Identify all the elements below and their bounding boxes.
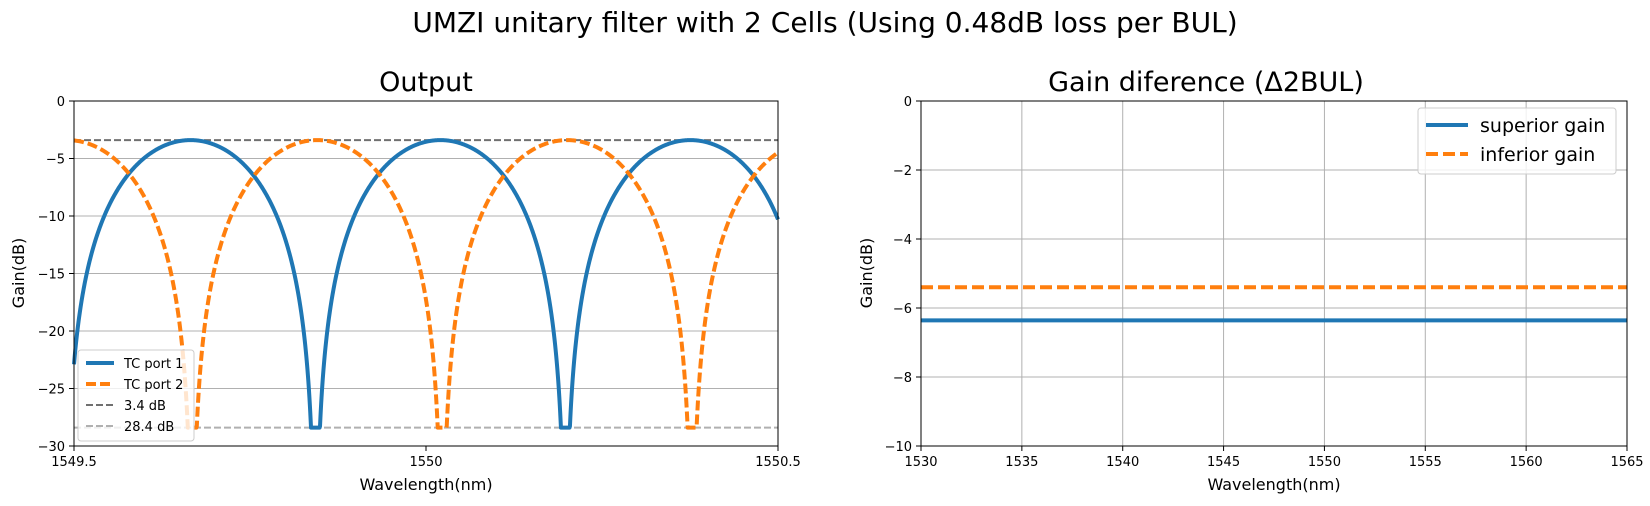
x-tick-label: 1560: [1510, 455, 1543, 470]
gain-difference-axes-title: Gain diference (Δ2BUL): [1048, 67, 1364, 98]
gain-difference-axes: Gain diference (Δ2BUL) 1530 1535 1540 1545 1…: [857, 67, 1644, 494]
gain-difference-x-axis-label: Wavelength(nm): [1207, 475, 1340, 494]
output-legend-frame: [77, 349, 195, 442]
legend-label-superior-gain: superior gain: [1480, 115, 1605, 137]
y-tick-label: −5: [46, 153, 65, 168]
gain-difference-y-axis-label: Gain(dB): [857, 238, 876, 308]
output-axes: Output 1549.5 1550 1550.5 −30−25−20−15−10−…: [9, 67, 801, 494]
y-tick-label: −4: [893, 233, 912, 248]
legend-label-28-4-db: 28.4 dB: [124, 420, 174, 435]
output-series: [72, 138, 780, 430]
y-tick-label: −25: [38, 383, 65, 398]
y-tick-label: −10: [38, 210, 65, 225]
x-tick-label: 1550.5: [755, 455, 801, 470]
legend-label-3-4-db: 3.4 dB: [124, 399, 166, 414]
series-2-line: [72, 138, 780, 430]
x-tick-label: 1535: [1005, 455, 1038, 470]
y-tick-label: 0: [904, 95, 912, 110]
y-tick-label: −6: [893, 302, 912, 317]
y-tick-label: −2: [893, 164, 912, 179]
gain-difference-legend: superior gain inferior gain: [1417, 107, 1617, 175]
output-y-axis-label: Gain(dB): [9, 238, 28, 308]
x-tick-label: 1550: [1308, 455, 1341, 470]
x-tick-label: 1530: [904, 455, 937, 470]
y-tick-label: −20: [38, 325, 65, 340]
y-tick-label: 0: [57, 95, 65, 110]
y-tick-label: −15: [38, 268, 65, 283]
gain-difference-series: [921, 285, 1627, 323]
x-tick-label: 1540: [1106, 455, 1139, 470]
y-tick-label: −10: [885, 440, 912, 455]
output-y-ticks: −30 −25 −20 −15 −10 −5 0: [38, 95, 74, 455]
x-tick-label: 1545: [1207, 455, 1240, 470]
figure-suptitle: UMZI unitary filter with 2 Cells (Using …: [412, 6, 1237, 39]
x-tick-label: 1550: [409, 455, 442, 470]
gain-difference-y-ticks: −10 −8 −6 −4 −2 0: [885, 95, 921, 455]
x-tick-label: 1565: [1610, 455, 1643, 470]
y-tick-label: −8: [893, 371, 912, 386]
output-axes-title: Output: [379, 67, 473, 98]
gain-difference-axes-frame: [920, 100, 1628, 447]
legend-label-tc-port-2: TC port 2: [123, 378, 183, 393]
output-x-axis-label: Wavelength(nm): [359, 475, 492, 494]
legend-label-inferior-gain: inferior gain: [1480, 144, 1595, 166]
series-1-line: [72, 138, 780, 430]
legend-label-tc-port-1: TC port 1: [123, 357, 183, 372]
output-legend: TC port 1 TC port 2 3.4 dB 28.4 dB: [77, 349, 195, 442]
y-tick-label: −30: [38, 440, 65, 455]
x-tick-label: 1555: [1409, 455, 1442, 470]
output-x-ticks: 1549.5 1550 1550.5: [51, 446, 801, 470]
gain-difference-x-ticks: 1530 1535 1540 1545 1550 1555 1560 1565: [904, 446, 1644, 470]
x-tick-label: 1549.5: [51, 455, 97, 470]
